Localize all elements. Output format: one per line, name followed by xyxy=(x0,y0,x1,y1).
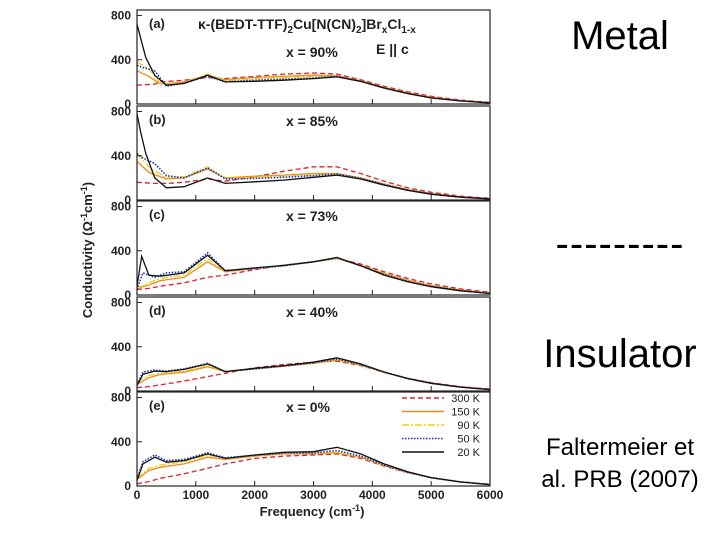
conductivity-figure: 0 400 800 (a) x = 90% 0 400 800 (b) x = 85% 0 400 80… xyxy=(79,9,504,519)
panel-composition-label: x = 73% xyxy=(286,208,338,224)
x-axis-label: Frequency (cm-1) xyxy=(260,503,365,519)
y-tick-label: 400 xyxy=(111,244,131,258)
x-tick-label: 0 xyxy=(134,488,141,502)
citation-line-1: Faltermeier et xyxy=(545,434,695,461)
insulator-label: Insulator xyxy=(543,332,697,376)
series-line-20k xyxy=(137,357,490,391)
panel-3: 0 400 800 (c) x = 73% xyxy=(111,200,491,302)
series-line-150k xyxy=(137,359,490,390)
y-tick-label: 0 xyxy=(124,288,131,302)
citation-line-2: al. PRB (2007) xyxy=(541,466,699,493)
legend-label: 50 K xyxy=(457,434,480,446)
panel-tag: (b) xyxy=(149,112,166,127)
y-tick-label: 0 xyxy=(124,97,131,111)
panel-composition-label: x = 85% xyxy=(286,113,338,129)
series-line-20k xyxy=(137,113,490,200)
panel-1: 0 400 800 (a) x = 90% xyxy=(111,9,491,111)
legend-label: 300 K xyxy=(451,393,480,405)
panel-4: 0 400 800 (d) x = 40% xyxy=(111,296,491,398)
panel-5: 0 400 800 (e) x = 0% 0 1000 2000 3000 4000 5000 600… xyxy=(111,391,504,502)
series-line-20k xyxy=(137,24,490,104)
panel-tag: (e) xyxy=(149,398,165,413)
y-tick-label: 0 xyxy=(124,384,131,398)
panel-composition-label: x = 0% xyxy=(286,399,331,415)
y-tick-label: 400 xyxy=(111,53,131,67)
legend-label: 90 K xyxy=(457,420,480,432)
series-line-300k xyxy=(137,166,490,199)
series-line-50k xyxy=(137,358,490,391)
legend: 300 K 150 K90 K 50 K20 K xyxy=(402,393,481,459)
panel-tag: (c) xyxy=(149,207,165,222)
transition-dashes: --------- xyxy=(555,222,685,266)
panel-2: 0 400 800 (b) x = 85% xyxy=(111,105,491,207)
series-line-20k xyxy=(137,253,490,295)
x-tick-label: 1000 xyxy=(182,488,209,502)
panel-tag: (d) xyxy=(149,303,166,318)
series-line-300k xyxy=(137,72,490,103)
series-line-50k xyxy=(137,152,490,200)
chart-title: κ-(BEDT-TTF)2Cu[N(CN)2]BrxCl1-x xyxy=(198,16,416,36)
x-tick-label: 5000 xyxy=(418,488,445,502)
series-line-50k xyxy=(137,64,490,104)
metal-label: Metal xyxy=(571,14,669,58)
x-tick-label: 3000 xyxy=(300,488,327,502)
series-line-300k xyxy=(137,360,490,390)
y-tick-label: 400 xyxy=(111,149,131,163)
y-tick-label: 0 xyxy=(124,479,131,493)
y-tick-label: 800 xyxy=(111,105,131,119)
series-line-20k xyxy=(137,446,490,486)
y-tick-label: 800 xyxy=(111,296,131,310)
citation: Faltermeier et al. PRB (2007) xyxy=(520,432,720,496)
polarization-label: E || c xyxy=(376,41,409,57)
x-tick-label: 6000 xyxy=(477,488,504,502)
y-tick-label: 800 xyxy=(111,200,131,214)
y-tick-label: 800 xyxy=(111,9,131,23)
x-tick-label: 4000 xyxy=(359,488,386,502)
panel-tag: (a) xyxy=(149,16,165,31)
y-tick-label: 800 xyxy=(111,391,131,405)
panel-composition-label: x = 40% xyxy=(286,304,338,320)
panel-composition-label: x = 90% xyxy=(286,44,338,60)
legend-label: 150 K xyxy=(451,407,480,419)
y-tick-label: 400 xyxy=(111,435,131,449)
y-tick-label: 0 xyxy=(124,193,131,207)
series-line-90k xyxy=(137,61,490,104)
y-tick-label: 400 xyxy=(111,340,131,354)
x-tick-label: 2000 xyxy=(241,488,268,502)
legend-label: 20 K xyxy=(457,447,480,459)
panels-layer: 0 400 800 (a) x = 90% 0 400 800 (b) x = 85% 0 400 80… xyxy=(111,9,504,502)
y-axis-label: Conductivity (Ω-1cm-1) xyxy=(79,182,95,318)
series-line-50k xyxy=(137,449,490,486)
